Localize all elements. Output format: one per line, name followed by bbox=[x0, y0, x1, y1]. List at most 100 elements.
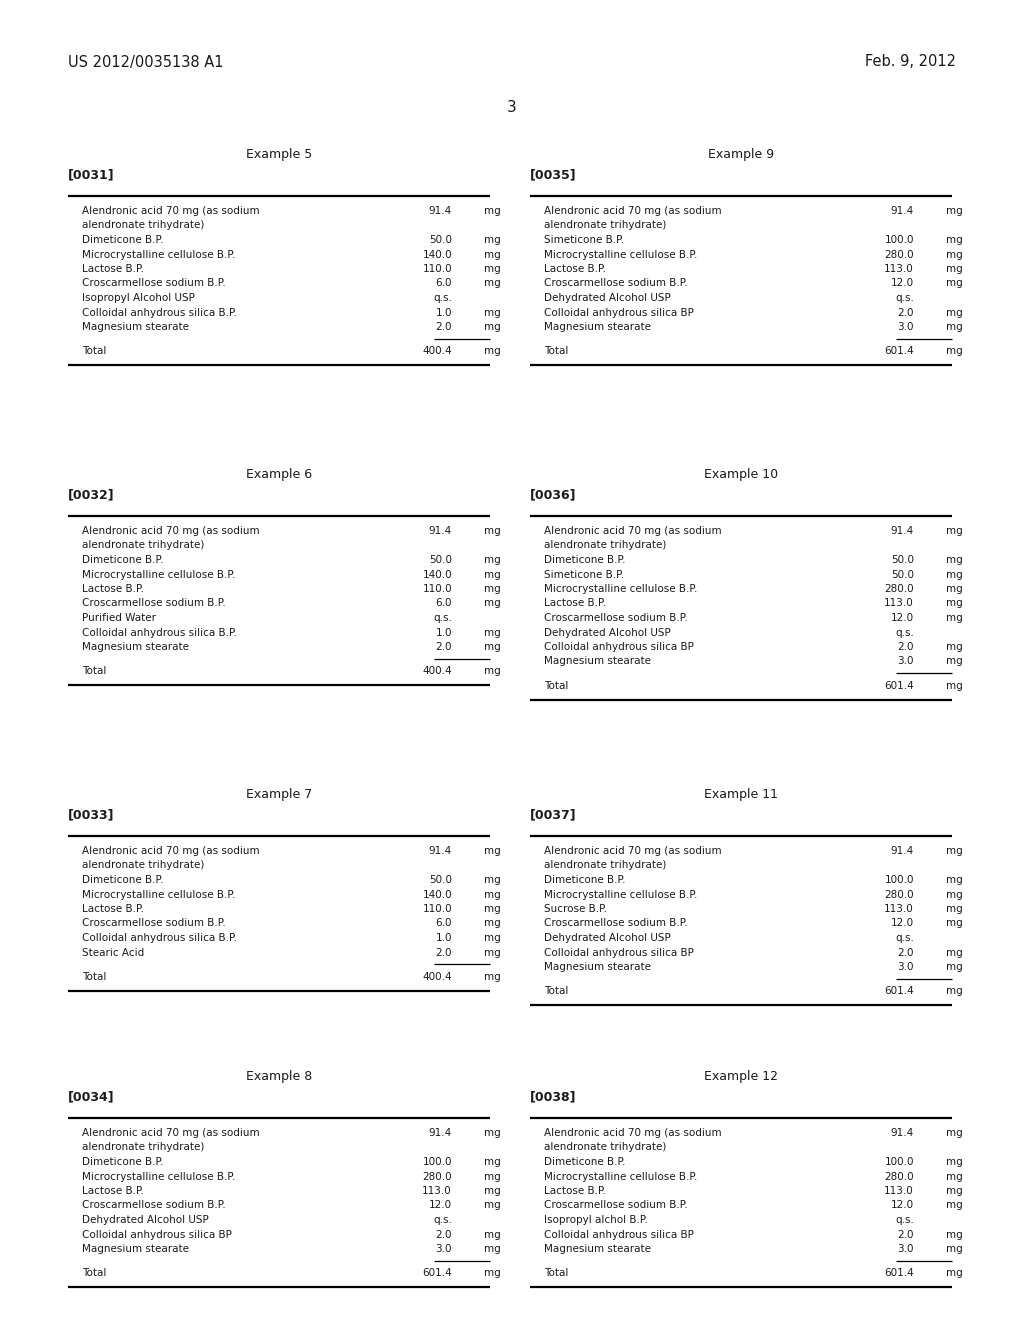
Text: mg: mg bbox=[484, 264, 501, 275]
Text: 110.0: 110.0 bbox=[422, 904, 452, 913]
Text: Microcrystalline cellulose B.P.: Microcrystalline cellulose B.P. bbox=[544, 583, 697, 594]
Text: mg: mg bbox=[946, 904, 963, 913]
Text: alendronate trihydrate): alendronate trihydrate) bbox=[544, 861, 667, 870]
Text: Dimeticone B.P.: Dimeticone B.P. bbox=[544, 554, 626, 565]
Text: mg: mg bbox=[484, 627, 501, 638]
Text: Total: Total bbox=[82, 667, 106, 676]
Text: Microcrystalline cellulose B.P.: Microcrystalline cellulose B.P. bbox=[82, 890, 236, 899]
Text: mg: mg bbox=[946, 962, 963, 972]
Text: Simeticone B.P.: Simeticone B.P. bbox=[544, 235, 624, 246]
Text: mg: mg bbox=[484, 667, 501, 676]
Text: Microcrystalline cellulose B.P.: Microcrystalline cellulose B.P. bbox=[82, 249, 236, 260]
Text: 100.0: 100.0 bbox=[423, 1158, 452, 1167]
Text: 1.0: 1.0 bbox=[435, 308, 452, 318]
Text: mg: mg bbox=[946, 1172, 963, 1181]
Text: 140.0: 140.0 bbox=[422, 890, 452, 899]
Text: mg: mg bbox=[946, 206, 963, 216]
Text: q.s.: q.s. bbox=[433, 612, 452, 623]
Text: 12.0: 12.0 bbox=[891, 279, 914, 289]
Text: 280.0: 280.0 bbox=[885, 1172, 914, 1181]
Text: mg: mg bbox=[946, 1158, 963, 1167]
Text: 12.0: 12.0 bbox=[891, 919, 914, 928]
Text: mg: mg bbox=[484, 1172, 501, 1181]
Text: Alendronic acid 70 mg (as sodium: Alendronic acid 70 mg (as sodium bbox=[544, 1129, 722, 1138]
Text: mg: mg bbox=[946, 279, 963, 289]
Text: mg: mg bbox=[484, 642, 501, 652]
Text: mg: mg bbox=[484, 569, 501, 579]
Text: mg: mg bbox=[946, 1229, 963, 1239]
Text: alendronate trihydrate): alendronate trihydrate) bbox=[82, 1143, 205, 1152]
Text: mg: mg bbox=[484, 1269, 501, 1279]
Text: mg: mg bbox=[946, 1269, 963, 1279]
Text: 400.4: 400.4 bbox=[422, 972, 452, 982]
Text: 280.0: 280.0 bbox=[422, 1172, 452, 1181]
Text: mg: mg bbox=[484, 1129, 501, 1138]
Text: 110.0: 110.0 bbox=[422, 264, 452, 275]
Text: mg: mg bbox=[484, 249, 501, 260]
Text: Alendronic acid 70 mg (as sodium: Alendronic acid 70 mg (as sodium bbox=[544, 846, 722, 855]
Text: 100.0: 100.0 bbox=[885, 875, 914, 884]
Text: 280.0: 280.0 bbox=[885, 249, 914, 260]
Text: mg: mg bbox=[946, 948, 963, 957]
Text: 91.4: 91.4 bbox=[891, 1129, 914, 1138]
Text: mg: mg bbox=[946, 681, 963, 690]
Text: Alendronic acid 70 mg (as sodium: Alendronic acid 70 mg (as sodium bbox=[544, 525, 722, 536]
Text: Example 7: Example 7 bbox=[246, 788, 312, 801]
Text: Total: Total bbox=[544, 681, 568, 690]
Text: Dimeticone B.P.: Dimeticone B.P. bbox=[544, 875, 626, 884]
Text: [0032]: [0032] bbox=[68, 488, 115, 502]
Text: mg: mg bbox=[946, 346, 963, 356]
Text: mg: mg bbox=[946, 1129, 963, 1138]
Text: Example 9: Example 9 bbox=[708, 148, 774, 161]
Text: Alendronic acid 70 mg (as sodium: Alendronic acid 70 mg (as sodium bbox=[82, 206, 260, 216]
Text: 6.0: 6.0 bbox=[435, 279, 452, 289]
Text: 140.0: 140.0 bbox=[422, 249, 452, 260]
Text: q.s.: q.s. bbox=[895, 1214, 914, 1225]
Text: Croscarmellose sodium B.P.: Croscarmellose sodium B.P. bbox=[544, 279, 688, 289]
Text: Total: Total bbox=[82, 972, 106, 982]
Text: Dehydrated Alcohol USP: Dehydrated Alcohol USP bbox=[544, 933, 671, 942]
Text: Microcrystalline cellulose B.P.: Microcrystalline cellulose B.P. bbox=[82, 1172, 236, 1181]
Text: mg: mg bbox=[946, 249, 963, 260]
Text: Lactose B.P.: Lactose B.P. bbox=[544, 598, 606, 609]
Text: q.s.: q.s. bbox=[895, 627, 914, 638]
Text: Alendronic acid 70 mg (as sodium: Alendronic acid 70 mg (as sodium bbox=[82, 525, 260, 536]
Text: [0038]: [0038] bbox=[530, 1090, 577, 1104]
Text: alendronate trihydrate): alendronate trihydrate) bbox=[544, 540, 667, 550]
Text: 50.0: 50.0 bbox=[891, 569, 914, 579]
Text: mg: mg bbox=[484, 875, 501, 884]
Text: US 2012/0035138 A1: US 2012/0035138 A1 bbox=[68, 54, 223, 70]
Text: 280.0: 280.0 bbox=[885, 583, 914, 594]
Text: [0033]: [0033] bbox=[68, 808, 115, 821]
Text: mg: mg bbox=[484, 525, 501, 536]
Text: 100.0: 100.0 bbox=[885, 235, 914, 246]
Text: [0034]: [0034] bbox=[68, 1090, 115, 1104]
Text: alendronate trihydrate): alendronate trihydrate) bbox=[544, 220, 667, 231]
Text: mg: mg bbox=[946, 525, 963, 536]
Text: 91.4: 91.4 bbox=[429, 846, 452, 855]
Text: mg: mg bbox=[484, 554, 501, 565]
Text: mg: mg bbox=[946, 569, 963, 579]
Text: mg: mg bbox=[484, 890, 501, 899]
Text: 100.0: 100.0 bbox=[885, 1158, 914, 1167]
Text: Colloidal anhydrous silica BP: Colloidal anhydrous silica BP bbox=[544, 1229, 694, 1239]
Text: alendronate trihydrate): alendronate trihydrate) bbox=[82, 861, 205, 870]
Text: 3.0: 3.0 bbox=[435, 1243, 452, 1254]
Text: Total: Total bbox=[544, 346, 568, 356]
Text: Lactose B.P.: Lactose B.P. bbox=[82, 583, 144, 594]
Text: 6.0: 6.0 bbox=[435, 598, 452, 609]
Text: mg: mg bbox=[946, 1200, 963, 1210]
Text: mg: mg bbox=[484, 904, 501, 913]
Text: 110.0: 110.0 bbox=[422, 583, 452, 594]
Text: 50.0: 50.0 bbox=[429, 235, 452, 246]
Text: 113.0: 113.0 bbox=[885, 904, 914, 913]
Text: 601.4: 601.4 bbox=[885, 1269, 914, 1279]
Text: mg: mg bbox=[484, 235, 501, 246]
Text: 50.0: 50.0 bbox=[891, 554, 914, 565]
Text: Purified Water: Purified Water bbox=[82, 612, 156, 623]
Text: Total: Total bbox=[544, 1269, 568, 1279]
Text: 91.4: 91.4 bbox=[891, 846, 914, 855]
Text: 91.4: 91.4 bbox=[429, 525, 452, 536]
Text: Alendronic acid 70 mg (as sodium: Alendronic acid 70 mg (as sodium bbox=[82, 846, 260, 855]
Text: Colloidal anhydrous silica B.P.: Colloidal anhydrous silica B.P. bbox=[82, 308, 237, 318]
